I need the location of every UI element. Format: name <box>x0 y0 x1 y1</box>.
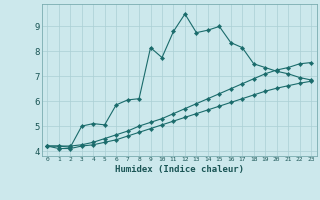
X-axis label: Humidex (Indice chaleur): Humidex (Indice chaleur) <box>115 165 244 174</box>
